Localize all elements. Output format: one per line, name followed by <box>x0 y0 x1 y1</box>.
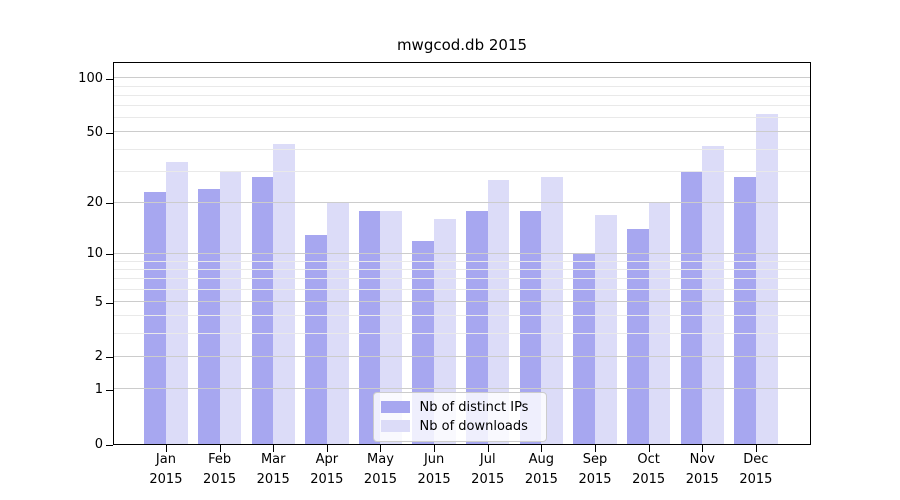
legend-label-distinct-ips: Nb of distinct IPs <box>419 399 529 415</box>
legend-item-downloads: Nb of downloads <box>380 417 538 436</box>
y-tick-mark-50 <box>106 132 113 134</box>
gridline-minor-9 <box>113 260 810 262</box>
gridline-major-100 <box>113 77 810 79</box>
x-tick-label-mar: Mar 2015 <box>256 452 290 487</box>
gridline-minor-7 <box>113 278 810 280</box>
gridline-major-50 <box>113 131 810 133</box>
x-tick-mark-dec <box>755 445 757 452</box>
bar-distinct-ips-apr <box>305 234 327 444</box>
bar-downloads-aug <box>541 177 564 444</box>
y-tick-mark-10 <box>106 254 113 256</box>
x-tick-label-dec: Dec 2015 <box>739 452 773 487</box>
bar-downloads-mar <box>273 144 295 444</box>
y-tick-label-100: 100 <box>78 70 103 86</box>
bar-downloads-oct <box>648 202 671 444</box>
y-tick-mark-2 <box>106 357 113 359</box>
x-tick-label-aug: Aug 2015 <box>524 452 558 487</box>
x-tick-label-jan: Jan 2015 <box>149 452 183 487</box>
x-tick-label-sep: Sep 2015 <box>578 452 612 487</box>
bar-distinct-ips-dec <box>734 177 756 444</box>
legend-swatch-downloads <box>380 420 410 432</box>
x-tick-mark-jul <box>487 445 489 452</box>
x-tick-mark-jun <box>434 445 436 452</box>
gridline-major-1 <box>113 388 810 390</box>
bar-downloads-nov <box>702 145 724 444</box>
x-tick-mark-aug <box>541 445 543 452</box>
x-tick-label-apr: Apr 2015 <box>310 452 344 487</box>
x-tick-label-may: May 2015 <box>363 452 398 487</box>
x-tick-label-feb: Feb 2015 <box>203 452 237 487</box>
y-tick-label-2: 2 <box>94 349 103 365</box>
gridline-major-2 <box>113 355 810 357</box>
gridline-minor-3 <box>113 333 810 335</box>
y-tick-mark-100 <box>106 78 113 80</box>
x-tick-label-jun: Jun 2015 <box>417 452 451 487</box>
gridline-minor-90 <box>113 85 810 87</box>
bar-downloads-apr <box>326 202 349 444</box>
x-tick-mark-apr <box>326 445 328 452</box>
y-tick-label-0: 0 <box>94 436 103 452</box>
x-tick-mark-sep <box>594 445 596 452</box>
gridline-minor-40 <box>113 148 810 150</box>
bar-downloads-jun <box>434 219 456 444</box>
gridline-minor-6 <box>113 288 810 290</box>
x-tick-label-oct: Oct 2015 <box>632 452 666 487</box>
gridline-minor-4 <box>113 315 810 317</box>
y-tick-mark-5 <box>106 302 113 304</box>
gridline-minor-60 <box>113 117 810 119</box>
gridline-minor-8 <box>113 268 810 270</box>
legend-item-distinct-ips: Nb of distinct IPs <box>380 398 538 417</box>
gridline-major-5 <box>113 301 810 303</box>
legend-swatch-distinct-ips <box>380 401 410 413</box>
bar-downloads-sep <box>594 214 617 444</box>
legend: Nb of distinct IPs Nb of downloads <box>372 391 547 442</box>
y-tick-mark-1 <box>106 389 113 391</box>
y-tick-mark-0 <box>106 444 113 446</box>
y-tick-mark-20 <box>106 203 113 205</box>
y-tick-label-5: 5 <box>94 294 103 310</box>
x-tick-mark-mar <box>273 445 275 452</box>
x-tick-mark-oct <box>648 445 650 452</box>
x-tick-mark-jan <box>165 445 167 452</box>
legend-label-downloads: Nb of downloads <box>419 418 528 434</box>
gridline-minor-70 <box>113 105 810 107</box>
bar-downloads-jul <box>487 179 510 444</box>
plot-area: Nb of distinct IPs Nb of downloads <box>112 61 811 445</box>
x-tick-mark-may <box>380 445 382 452</box>
gridline-major-10 <box>113 252 810 254</box>
bar-distinct-ips-jan <box>144 192 166 444</box>
y-tick-label-1: 1 <box>94 381 103 397</box>
y-tick-label-50: 50 <box>86 124 103 140</box>
bar-distinct-ips-mar <box>251 177 274 444</box>
gridline-minor-80 <box>113 94 810 96</box>
x-tick-label-nov: Nov 2015 <box>685 452 719 487</box>
x-tick-label-jul: Jul 2015 <box>471 452 505 487</box>
x-tick-mark-nov <box>702 445 704 452</box>
gridline-minor-30 <box>113 170 810 172</box>
bar-downloads-feb <box>219 171 242 444</box>
x-tick-mark-feb <box>219 445 221 452</box>
bar-distinct-ips-sep <box>573 253 595 444</box>
y-tick-label-10: 10 <box>86 246 103 262</box>
gridline-major-20 <box>113 201 810 203</box>
bar-downloads-jan <box>165 162 188 444</box>
bar-distinct-ips-nov <box>680 171 703 444</box>
bar-distinct-ips-oct <box>626 229 649 444</box>
chart-title: mwgcod.db 2015 <box>396 36 528 54</box>
y-tick-label-20: 20 <box>86 195 103 211</box>
